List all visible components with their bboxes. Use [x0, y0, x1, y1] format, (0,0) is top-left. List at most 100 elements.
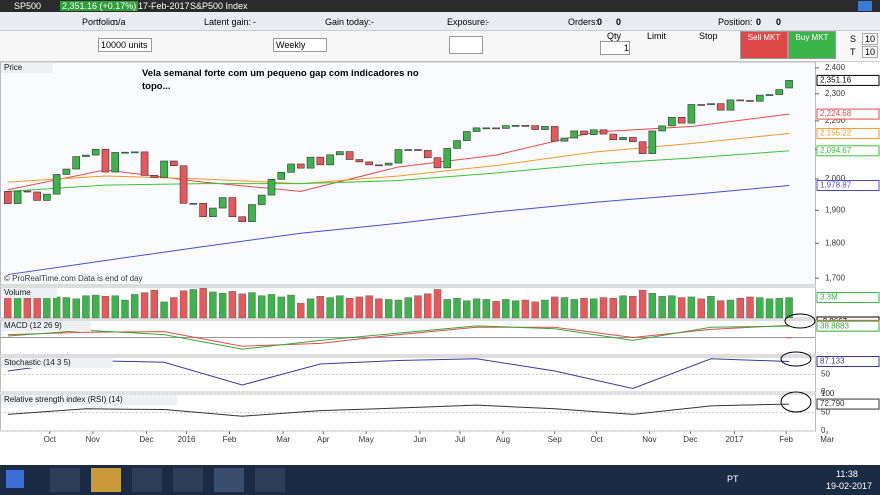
candle: [629, 137, 637, 143]
candle: [775, 89, 784, 95]
x-tick-label: 2017: [725, 435, 743, 444]
taskbar-app[interactable]: [214, 468, 244, 492]
candle: [638, 141, 647, 154]
volume-bar: [648, 293, 657, 319]
volume-bar: [209, 291, 217, 319]
limit-label: Limit: [647, 31, 667, 41]
candle: [23, 190, 32, 193]
candle: [160, 160, 168, 178]
panel-title: Relative strength index (RSI) (14): [4, 395, 123, 404]
panel-title: Price: [4, 63, 23, 72]
gain-today-label: Gain today:: [325, 17, 372, 27]
taskbar-app[interactable]: [255, 468, 285, 492]
volume-bar: [746, 296, 754, 319]
volume-bar: [580, 297, 588, 319]
indicator-line: [7, 403, 790, 417]
tools-button[interactable]: [449, 36, 483, 54]
taskbar-app[interactable]: [50, 468, 80, 492]
volume-bar: [62, 297, 71, 319]
period-select[interactable]: Weekly: [273, 38, 327, 52]
volume-bar: [775, 297, 783, 319]
candle: [521, 125, 530, 127]
volume-bar: [199, 288, 207, 319]
orders-label: Orders:: [568, 17, 599, 27]
last-value-label: 87.133: [820, 357, 845, 366]
volume-bar: [687, 296, 696, 319]
s-value[interactable]: 10: [862, 33, 879, 45]
units-select[interactable]: 10000 units: [98, 38, 152, 52]
panel: [0, 61, 816, 286]
candle: [111, 152, 120, 173]
volume-bar: [82, 295, 90, 319]
volume-bar: [248, 292, 256, 319]
y-tick-label: 1,700: [825, 273, 846, 282]
latent-gain: -: [253, 17, 256, 27]
candle: [785, 80, 793, 89]
volume-bar: [4, 296, 12, 319]
panel: [0, 286, 816, 319]
panel-title-box: [1, 358, 113, 368]
volume-bar: [599, 297, 608, 319]
last-value-label: 38.8883: [820, 321, 849, 330]
x-tick-label: Mar: [276, 435, 290, 444]
volume-bar: [668, 295, 676, 319]
candle: [82, 154, 90, 157]
candle: [423, 150, 432, 159]
t-value[interactable]: 10: [862, 46, 879, 58]
y-tick-label: 50: [821, 370, 830, 379]
candle: [130, 151, 139, 154]
language[interactable]: PT: [727, 474, 739, 484]
volume-bar: [101, 296, 110, 319]
volume-bar: [228, 291, 237, 319]
candle: [472, 127, 481, 132]
candle: [482, 127, 491, 130]
x-tick-label: Feb: [779, 435, 793, 444]
candle: [589, 129, 598, 135]
footer: © ProRealTime.com Data is end of day: [4, 274, 143, 283]
buy-button[interactable]: Buy MKT: [788, 31, 836, 59]
volume-bar: [384, 299, 393, 319]
last-value-label-box: [816, 398, 880, 410]
panel-title: MACD (12 26 9): [4, 321, 62, 330]
sell-button[interactable]: Sell MKT: [740, 31, 788, 59]
last-value-label: 41.755: [820, 320, 845, 329]
volume-bar: [707, 296, 715, 319]
position: 0: [756, 17, 762, 27]
volume-bar: [619, 295, 627, 319]
volume-bar: [629, 296, 637, 319]
taskbar-app[interactable]: [173, 468, 203, 492]
x-tick-label: Dec: [139, 435, 153, 444]
candle: [736, 99, 745, 102]
last-value-label: 2,224.68: [820, 109, 852, 118]
candle: [4, 191, 12, 204]
volume-bar: [111, 295, 119, 319]
x-tick-label: Jun: [413, 435, 426, 444]
candle: [384, 162, 393, 166]
start-button[interactable]: [6, 470, 24, 488]
volume-bar: [433, 289, 442, 319]
clock-date: 19-02-2017: [826, 481, 873, 491]
taskbar-app[interactable]: [132, 468, 162, 492]
candle: [150, 175, 159, 178]
symbol[interactable]: SP500: [14, 1, 42, 11]
candle: [755, 94, 764, 102]
qty-input[interactable]: 1: [600, 41, 630, 55]
annotation: Vela semanal forte com um pequeno gap co…: [142, 68, 419, 92]
indicator-line: [7, 132, 790, 185]
candle: [91, 148, 100, 156]
qty-label: Qty: [607, 31, 622, 41]
candle: [658, 125, 666, 132]
last-value-label-box: [816, 145, 880, 157]
price-badge: 2,351.16 (+0.17%): [60, 1, 139, 11]
x-tick-label: Nov: [642, 435, 656, 444]
candle: [277, 172, 286, 180]
candle: [316, 156, 325, 166]
candle: [765, 94, 774, 96]
indicator-line: [7, 324, 790, 347]
close-icon[interactable]: [858, 1, 872, 11]
volume-bar: [355, 296, 364, 319]
position-label: Position:: [718, 17, 753, 27]
volume-bar: [472, 298, 481, 319]
taskbar-app[interactable]: [91, 468, 121, 492]
